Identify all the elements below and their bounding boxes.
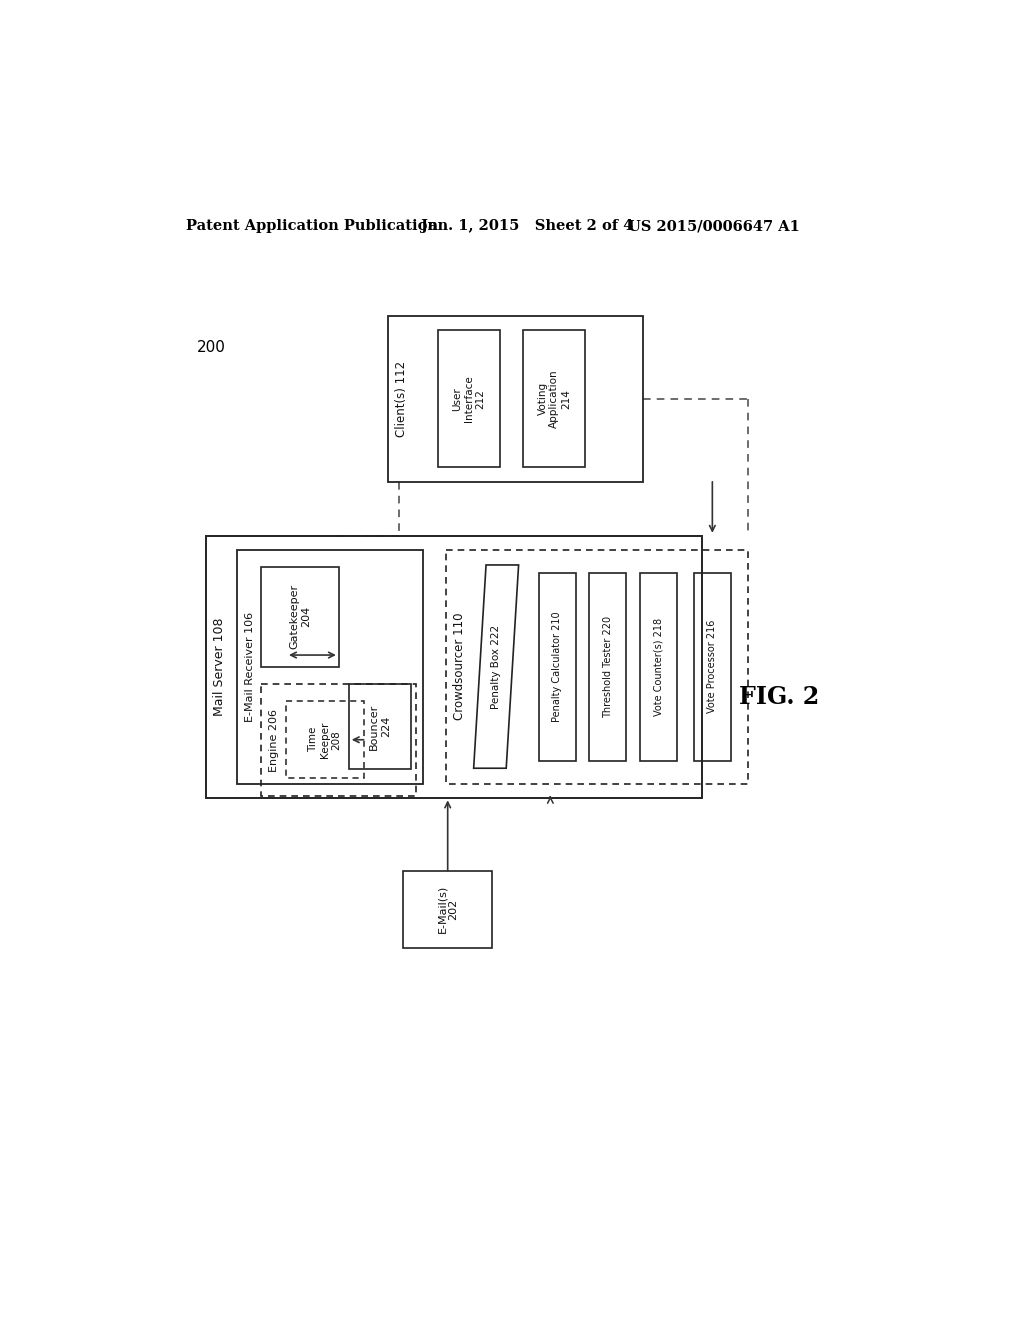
Bar [261,566,339,667]
Bar [523,330,586,467]
Bar [286,701,364,779]
Bar [237,549,423,784]
Text: Penalty Calculator 210: Penalty Calculator 210 [552,611,562,722]
Bar [403,871,493,948]
Text: Bouncer
224: Bouncer 224 [369,704,391,750]
Text: Mail Server 108: Mail Server 108 [213,618,226,715]
Text: Gatekeeper
204: Gatekeeper 204 [289,583,311,649]
Text: Penalty Box 222: Penalty Box 222 [492,624,501,709]
Text: User
Interface
212: User Interface 212 [453,375,485,422]
Text: FIG. 2: FIG. 2 [739,685,819,709]
Text: E-Mail(s)
202: E-Mail(s) 202 [437,884,459,933]
Bar [349,684,411,770]
Text: Jan. 1, 2015   Sheet 2 of 4: Jan. 1, 2015 Sheet 2 of 4 [421,219,633,234]
Bar [438,330,500,467]
Text: Patent Application Publication: Patent Application Publication [186,219,438,234]
Bar [693,573,731,760]
Bar [589,573,627,760]
Text: E-Mail Receiver 106: E-Mail Receiver 106 [245,611,255,722]
Bar [445,549,748,784]
Text: Vote Processor 216: Vote Processor 216 [708,620,718,713]
Text: 200: 200 [198,339,226,355]
Text: Time
Keeper
208: Time Keeper 208 [308,722,341,758]
Text: Voting
Application
214: Voting Application 214 [538,370,570,428]
Text: Threshold Tester 220: Threshold Tester 220 [603,615,612,718]
Text: Client(s) 112: Client(s) 112 [395,360,409,437]
Bar [206,536,701,797]
Bar [640,573,677,760]
Text: Vote Counter(s) 218: Vote Counter(s) 218 [653,618,664,715]
Text: US 2015/0006647 A1: US 2015/0006647 A1 [628,219,800,234]
Bar [539,573,575,760]
Text: Crowdsourcer 110: Crowdsourcer 110 [454,612,466,721]
Bar [261,684,417,796]
Bar [388,317,643,482]
Text: Engine 206: Engine 206 [269,709,280,772]
